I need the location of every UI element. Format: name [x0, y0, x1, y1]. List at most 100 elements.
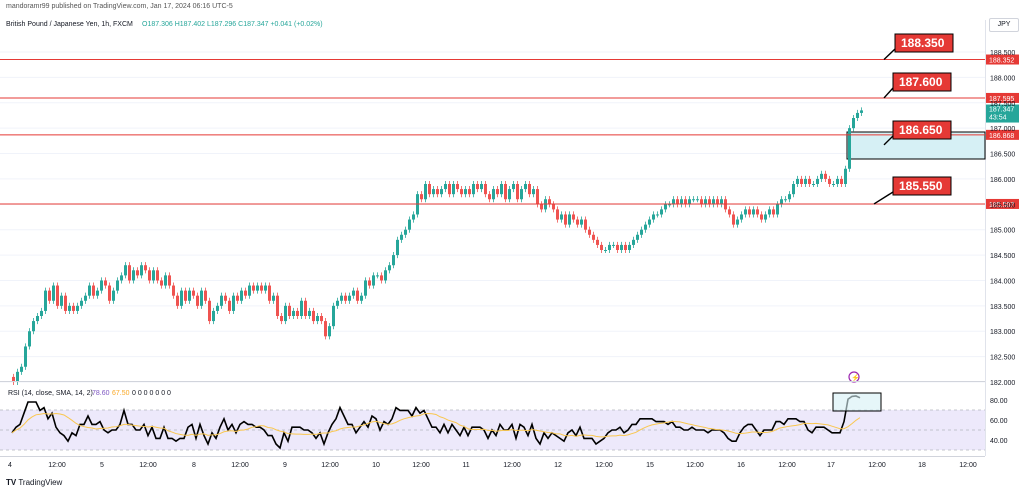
level-callout[interactable] — [892, 72, 952, 92]
candle-body — [172, 285, 175, 296]
candle-body — [664, 204, 667, 210]
symbol-title[interactable]: British Pound / Japanese Yen, 1h, FXCM — [6, 21, 133, 28]
candle-body — [720, 199, 723, 205]
candle-body — [500, 184, 503, 195]
level-price-tag — [986, 92, 1019, 103]
pane-divider[interactable] — [0, 381, 985, 382]
candle-body — [356, 290, 359, 301]
candle-body — [76, 305, 79, 311]
level-callout[interactable] — [894, 33, 954, 53]
candle-body — [476, 184, 479, 190]
candle-body — [136, 270, 139, 276]
level-callout[interactable] — [892, 176, 952, 196]
time-tick: 12:00 — [595, 462, 613, 469]
candle-body — [488, 194, 491, 200]
candle-body — [192, 290, 195, 296]
candle-body — [760, 214, 763, 220]
candle-body — [344, 295, 347, 301]
candle-body — [388, 265, 391, 271]
candle-body — [504, 184, 507, 200]
candle-body — [360, 295, 363, 301]
candle-body — [320, 316, 323, 322]
currency-badge[interactable]: JPY — [989, 18, 1019, 32]
candle-body — [584, 219, 587, 230]
candle-body — [20, 366, 23, 372]
candle-body — [776, 204, 779, 215]
time-tick: 18 — [918, 462, 926, 469]
time-tick: 12:00 — [139, 462, 157, 469]
candle-body — [688, 199, 691, 205]
candle-body — [216, 305, 219, 311]
candle-body — [272, 295, 275, 301]
candle-body — [452, 184, 455, 195]
candle-body — [308, 310, 311, 316]
candle-body — [484, 184, 487, 195]
level-callout[interactable] — [892, 120, 952, 140]
candle-body — [348, 295, 351, 301]
candle-body — [792, 184, 795, 195]
candle-body — [24, 346, 27, 367]
candle-body — [796, 178, 799, 184]
candle-body — [64, 295, 67, 311]
candle-body — [784, 199, 787, 201]
candle-body — [748, 209, 751, 215]
candle-body — [540, 204, 543, 210]
candle-body — [680, 199, 683, 205]
candle-body — [496, 189, 499, 195]
level-price-label: 188.352 — [989, 58, 1014, 65]
candle-body — [696, 199, 699, 201]
candle-body — [860, 110, 863, 113]
candle-body — [736, 219, 739, 225]
candle-body — [440, 189, 443, 195]
price-tick: 182.000 — [990, 380, 1015, 387]
ohlc-readout: O187.306 H187.402 L187.296 C187.347 +0.0… — [142, 21, 323, 28]
last-price-tag — [986, 104, 1019, 123]
candle-body — [88, 285, 91, 296]
callout-pointer — [883, 135, 894, 146]
candle-body — [188, 290, 191, 301]
candle-body — [612, 244, 615, 246]
rsi-label[interactable]: RSI (14, close, SMA, 14, 2) — [8, 390, 93, 397]
price-axis[interactable] — [985, 20, 1024, 456]
candle-body — [132, 270, 135, 281]
price-tick: 188.000 — [990, 75, 1015, 82]
candle-body — [228, 300, 231, 311]
candle-body — [152, 270, 155, 281]
candle-body — [260, 285, 263, 291]
candle-body — [588, 229, 591, 235]
candle-body — [120, 275, 123, 281]
candle-body — [196, 295, 199, 306]
candle-body — [84, 295, 87, 301]
candle-body — [328, 326, 331, 337]
price-tick: 186.000 — [990, 177, 1015, 184]
candle-body — [840, 178, 843, 184]
candle-body — [644, 224, 647, 230]
candle-body — [520, 189, 523, 200]
candle-body — [608, 244, 611, 250]
level-lines[interactable]: 188.352 188.350 187.595 187.600 186.868 186.6… — [0, 33, 1019, 209]
countdown-label: 43:54 — [989, 115, 1007, 122]
level-callout-label: 188.350 — [901, 36, 945, 50]
candle-body — [524, 184, 527, 190]
lightning-icon[interactable] — [848, 371, 860, 383]
candle-body — [56, 285, 59, 306]
candle-body — [456, 184, 459, 190]
candle-body — [184, 290, 187, 301]
rsi-sma-value: 67.50 — [112, 390, 130, 397]
tv-logo-text: TradingView — [18, 478, 63, 487]
tradingview-logo[interactable]: TV TradingView — [6, 478, 62, 487]
candle-body — [712, 199, 715, 205]
candle-body — [716, 199, 719, 205]
candle-body — [364, 280, 367, 296]
time-axis-border — [0, 456, 985, 457]
price-tick: 185.000 — [990, 228, 1015, 235]
candle-body — [372, 275, 375, 286]
candle-body — [32, 321, 35, 332]
candle-body — [336, 300, 339, 306]
rsi-highlight-box[interactable] — [832, 392, 882, 412]
candle-body — [204, 290, 207, 301]
publish-info: mandoramr99 published on TradingView.com… — [6, 3, 233, 10]
candle-body — [780, 199, 783, 205]
lightning-glyph: ⚡ — [851, 373, 860, 382]
